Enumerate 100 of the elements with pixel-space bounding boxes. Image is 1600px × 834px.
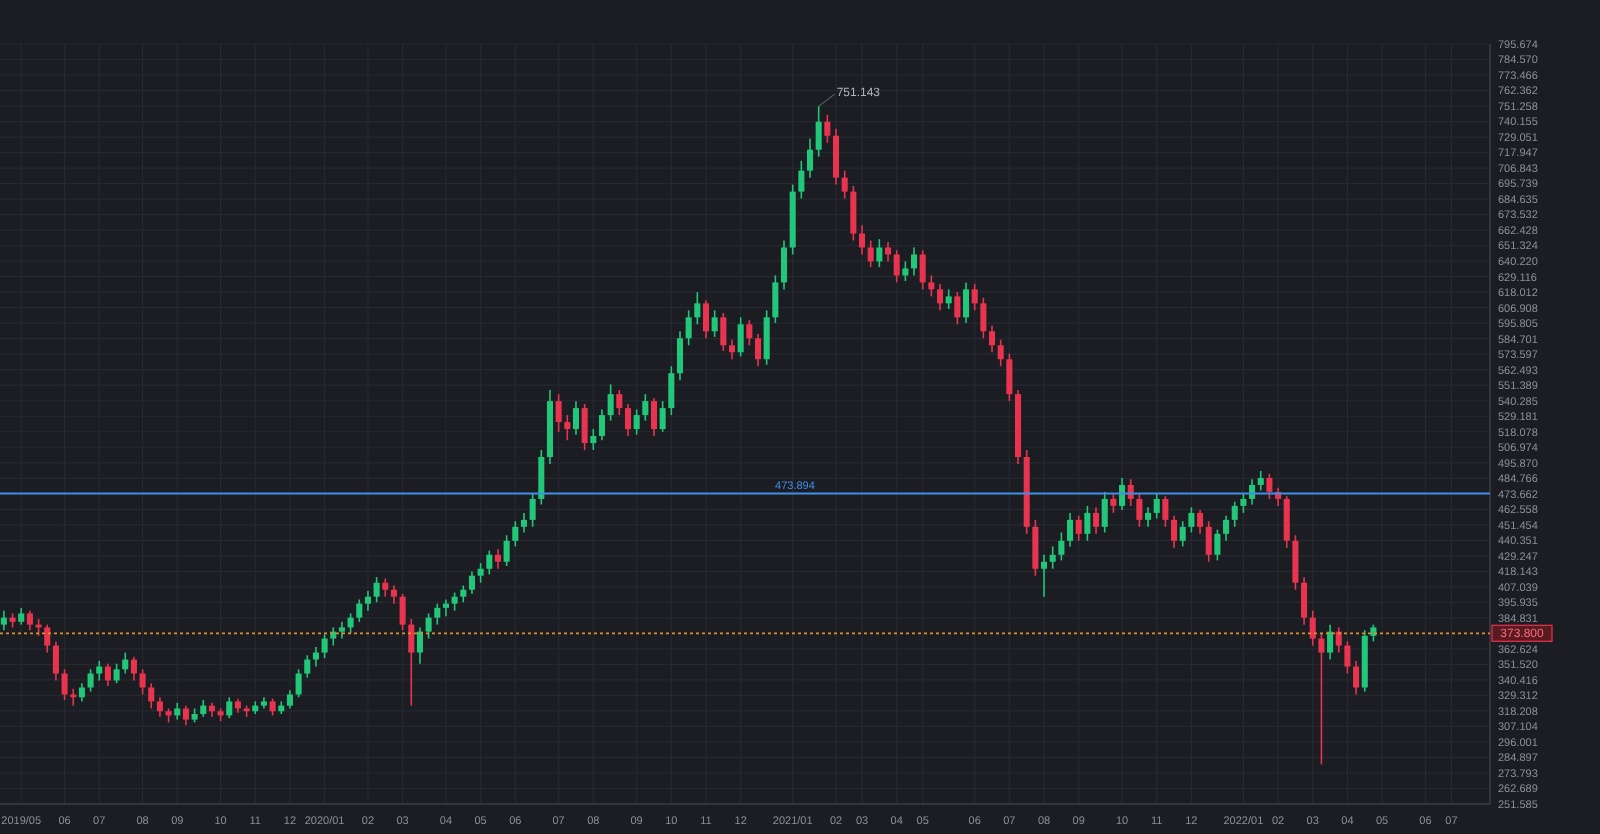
candlestick (650, 397, 658, 437)
candlestick (104, 662, 111, 687)
candlestick (1145, 506, 1152, 528)
candlestick (468, 570, 475, 595)
candlestick (304, 654, 311, 679)
candlestick (1067, 512, 1074, 548)
candlestick (1041, 553, 1048, 598)
candlestick (148, 682, 155, 710)
candlestick (425, 612, 432, 640)
candlestick (702, 299, 710, 340)
candlestick (1179, 520, 1186, 548)
candlestick (87, 668, 94, 693)
candlestick (598, 408, 606, 442)
candlestick (694, 291, 701, 326)
candlestick (832, 127, 840, 186)
candlestick (356, 598, 363, 623)
candlestick (295, 668, 302, 699)
candlestick (798, 160, 805, 200)
candlestick (668, 365, 675, 416)
candlestick (442, 598, 449, 618)
candlestick (1344, 640, 1351, 675)
candlestick (1335, 626, 1342, 654)
candlestick (642, 393, 649, 422)
candlestick (945, 288, 952, 310)
candlestick (130, 655, 137, 682)
candlestick (1283, 495, 1290, 549)
candlestick (919, 249, 926, 291)
candlestick (824, 113, 831, 144)
candlestick (1006, 352, 1013, 402)
candlestick (963, 281, 970, 324)
candlestick (936, 283, 944, 312)
candlestick (382, 577, 389, 598)
candlestick (989, 324, 996, 354)
candlestick (61, 668, 68, 701)
candlestick (529, 492, 536, 528)
candlestick (113, 662, 120, 685)
candlestick (954, 291, 961, 326)
candlestick (408, 618, 415, 707)
candlestick (711, 309, 718, 338)
candlestick (44, 623, 51, 654)
candlestick (1240, 492, 1247, 514)
candlestick (1257, 470, 1264, 492)
candlestick (156, 696, 163, 718)
candlestick (1292, 534, 1299, 591)
candlestick (720, 312, 727, 352)
candlestick (910, 246, 918, 277)
candlestick (884, 241, 892, 263)
candlestick (624, 403, 632, 437)
candlestick (1188, 506, 1195, 534)
candlestick (902, 260, 909, 282)
candlestick (96, 660, 103, 682)
candlestick (78, 682, 85, 703)
candlestick (1205, 520, 1212, 563)
candlestick (538, 449, 545, 506)
candlestick (737, 316, 744, 358)
candlestick (841, 169, 848, 200)
candlestick (1084, 505, 1091, 542)
candlestick (1266, 472, 1273, 500)
candlestick (286, 689, 293, 710)
candlestick (1301, 576, 1308, 626)
candlestick (1162, 495, 1169, 528)
candlestick (1231, 500, 1238, 528)
candlestick (503, 534, 510, 567)
candlestick (364, 590, 371, 612)
candlestick (486, 549, 493, 576)
candlestick (1049, 545, 1056, 570)
candlestick (815, 105, 822, 158)
candlestick (772, 274, 779, 324)
candlestick (1309, 609, 1316, 647)
candlestick (1136, 492, 1143, 528)
candlestick (434, 602, 441, 626)
candlestick (1110, 492, 1117, 514)
candlestick (477, 562, 484, 584)
candlestick (1353, 660, 1360, 696)
candlestick (512, 520, 519, 548)
candlestick (1214, 528, 1221, 562)
candlestick (1058, 531, 1065, 562)
candlestick (564, 414, 571, 442)
candlestick (980, 296, 987, 340)
candlestick (347, 612, 354, 634)
candlestick (1171, 514, 1178, 549)
candlestick (607, 383, 614, 422)
candlestick (1093, 506, 1100, 535)
candlestick (390, 584, 397, 605)
candlestick (1101, 491, 1108, 534)
candlestick (893, 249, 900, 284)
candlestick (1318, 632, 1325, 766)
candlestick (494, 548, 501, 570)
candlestick (659, 400, 666, 433)
candlestick (928, 274, 935, 298)
candlestick (858, 224, 866, 256)
candlestick (590, 428, 597, 451)
candlestick (780, 239, 788, 291)
candlestick (52, 640, 59, 682)
candlestick (867, 239, 874, 268)
candlestick (685, 309, 692, 347)
candlestick (520, 512, 527, 534)
candlestick (850, 185, 857, 242)
candlestick (1327, 623, 1334, 661)
candlestick (451, 591, 458, 612)
